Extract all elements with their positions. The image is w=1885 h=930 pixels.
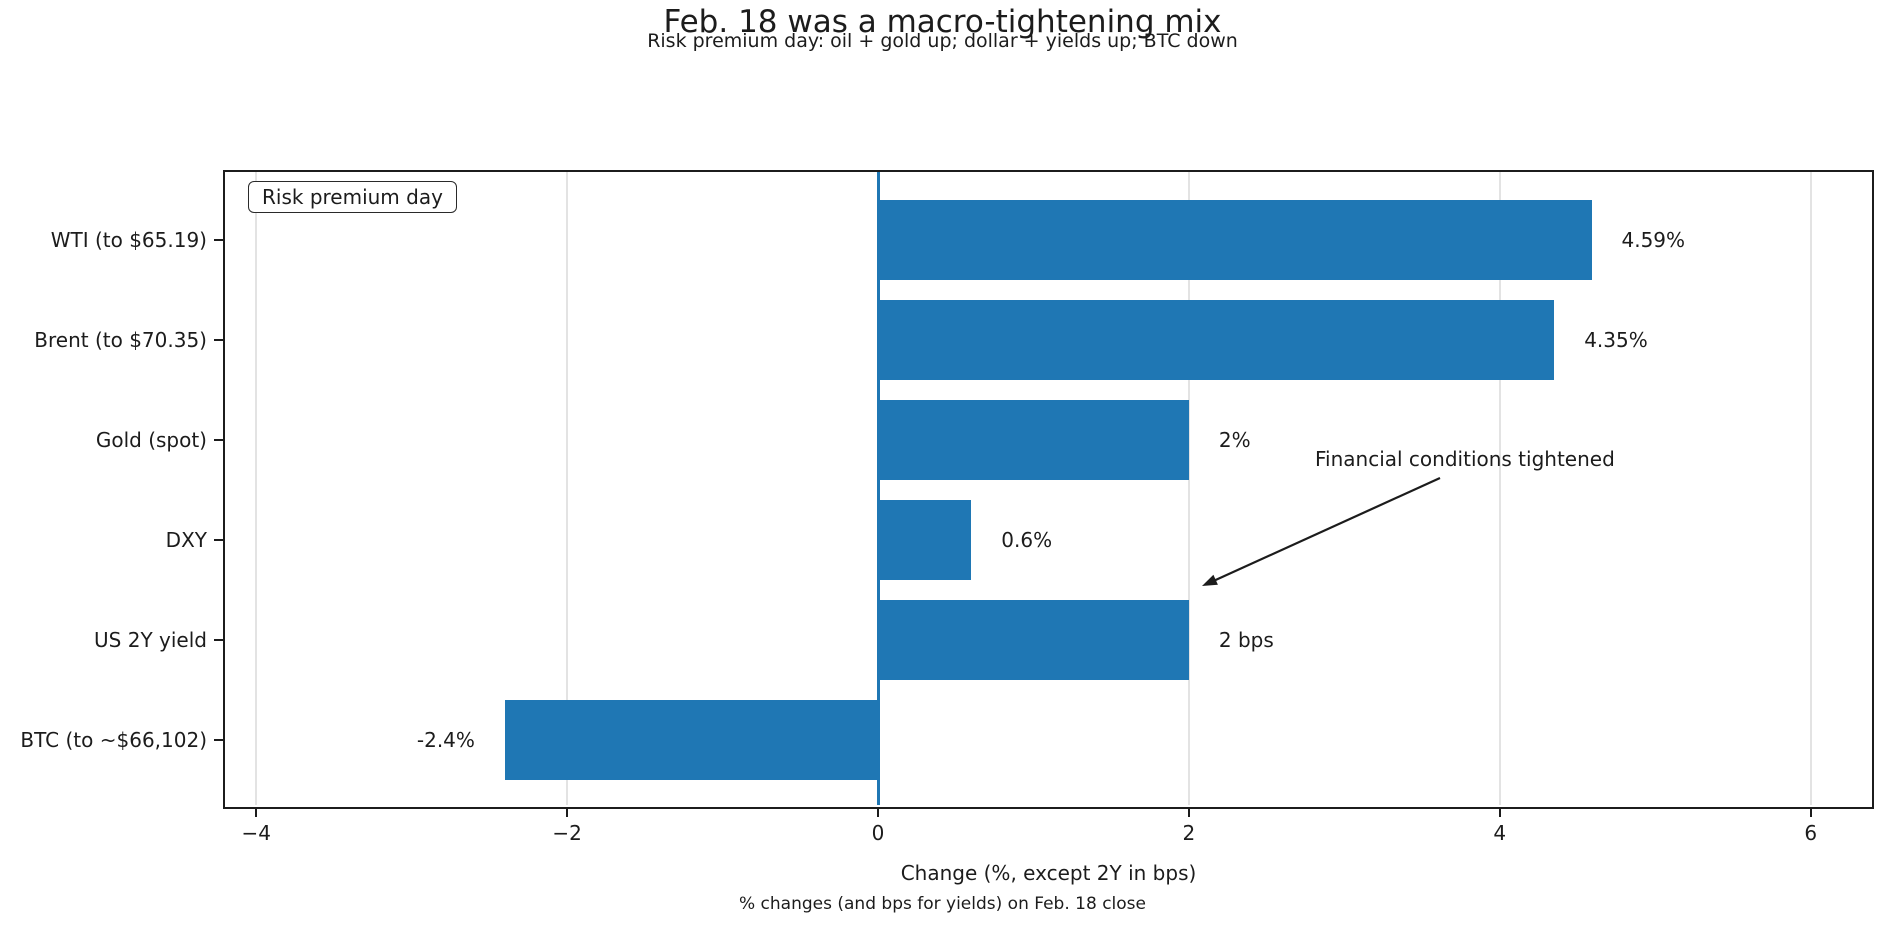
legend-label: Risk premium day <box>262 185 443 209</box>
gridline <box>1809 172 1812 805</box>
bar <box>878 600 1189 680</box>
x-tick-mark <box>877 809 879 817</box>
category-label: US 2Y yield <box>94 628 207 652</box>
y-tick-mark <box>214 339 223 341</box>
x-tick-mark <box>1187 809 1190 817</box>
y-tick-mark <box>214 239 223 241</box>
bar <box>878 200 1592 280</box>
zero-reference-line <box>876 172 880 805</box>
chart-title: Feb. 18 was a macro-tightening mix <box>663 4 1222 40</box>
gridline <box>255 172 258 805</box>
y-tick-mark <box>214 639 223 641</box>
value-label: 4.35% <box>1584 328 1648 352</box>
gridline <box>1498 172 1501 805</box>
value-label: -2.4% <box>416 728 475 752</box>
x-tick-label: −2 <box>552 821 582 845</box>
x-tick-mark <box>566 809 569 817</box>
x-tick-label: 2 <box>1182 821 1196 845</box>
x-tick-label: −4 <box>241 821 271 845</box>
category-label: Gold (spot) <box>95 428 207 452</box>
value-label: 4.59% <box>1621 228 1686 252</box>
bar <box>878 500 972 580</box>
x-tick-mark <box>1809 809 1812 817</box>
value-label: 0.6% <box>1001 528 1053 552</box>
bar <box>878 400 1189 480</box>
gridline <box>1187 172 1190 805</box>
category-label: Brent (to $70.35) <box>34 328 207 352</box>
footer-caption: % changes (and bps for yields) on Feb. 1… <box>739 894 1146 914</box>
gridline <box>566 172 569 805</box>
bar <box>504 700 878 780</box>
annotation-text: Financial conditions tightened <box>1315 447 1615 471</box>
y-tick-mark <box>214 739 223 741</box>
category-label: WTI (to $65.19) <box>50 228 207 252</box>
legend-box: Risk premium day <box>248 181 457 213</box>
x-tick-mark <box>255 809 258 817</box>
annotation-arrow-icon <box>1202 476 1441 586</box>
x-axis-label: Change (%, except 2Y in bps) <box>900 861 1197 885</box>
category-label: BTC (to ~$66,102) <box>20 728 207 752</box>
y-tick-mark <box>214 539 223 541</box>
x-tick-label: 6 <box>1804 821 1818 845</box>
bar <box>878 300 1555 380</box>
category-label: DXY <box>165 528 207 552</box>
chart-subtitle: Risk premium day: oil + gold up; dollar … <box>647 30 1238 52</box>
value-label: 2% <box>1218 428 1251 452</box>
y-tick-mark <box>214 439 223 441</box>
value-label: 2 bps <box>1218 628 1274 652</box>
x-tick-mark <box>1498 809 1501 817</box>
x-tick-label: 4 <box>1493 821 1507 845</box>
x-tick-label: 0 <box>871 821 885 845</box>
